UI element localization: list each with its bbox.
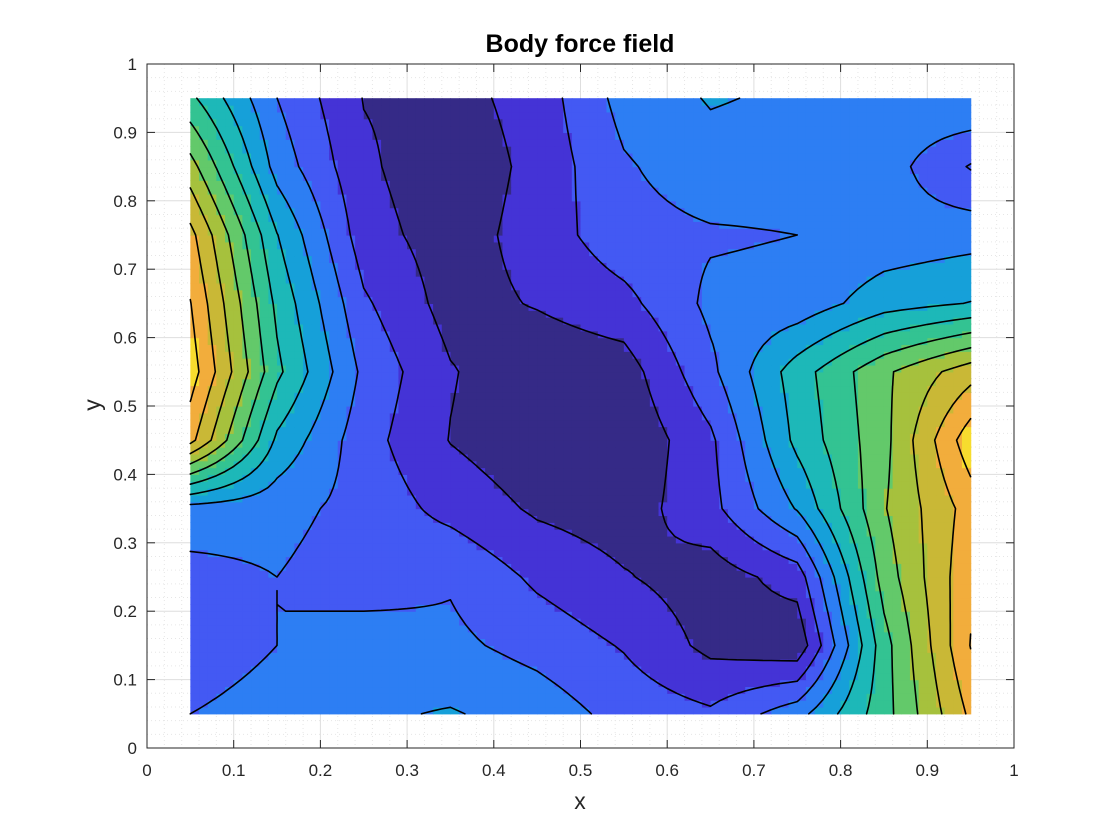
- y-tick-label: 0.1: [113, 671, 137, 690]
- contour-line: [189, 298, 972, 650]
- contour-line: [189, 97, 972, 715]
- contour-line: [189, 97, 972, 715]
- x-tick-label: 0: [142, 761, 151, 780]
- y-tick-label: 0.2: [113, 602, 137, 621]
- x-tick-label: 1: [1009, 761, 1018, 780]
- y-tick-label: 0.7: [113, 260, 137, 279]
- x-tick-label: 0.4: [482, 761, 506, 780]
- y-axis-label: y: [79, 399, 105, 411]
- contour-line: [361, 97, 809, 662]
- x-axis: 0 0.1 0.2 0.3 0.4 0.5 0.6 0.7 0.8 0.9 1: [142, 64, 1019, 780]
- contour-line: [189, 187, 972, 715]
- x-tick-label: 0.2: [309, 761, 333, 780]
- x-tick-label: 0.8: [829, 761, 853, 780]
- y-tick-label: 0.8: [113, 192, 137, 211]
- x-tick-label: 0.6: [655, 761, 679, 780]
- contour-line: [189, 222, 972, 715]
- x-tick-label: 0.5: [569, 761, 593, 780]
- contour-line: [189, 153, 972, 715]
- y-tick-label: 0.5: [113, 397, 137, 416]
- y-tick-label: 0.3: [113, 534, 137, 553]
- x-axis-label: x: [574, 788, 586, 814]
- contour-line: [318, 97, 972, 707]
- x-tick-label: 0.3: [395, 761, 419, 780]
- x-tick-label: 0.1: [222, 761, 246, 780]
- contour-fills: [190, 98, 972, 715]
- x-tick-label: 0.9: [915, 761, 939, 780]
- y-tick-label: 0.4: [113, 465, 137, 484]
- contour-line: [189, 97, 972, 715]
- contour-line: [189, 97, 972, 715]
- contour-lines: [189, 97, 972, 715]
- y-axis: 0 0.1 0.2 0.3 0.4 0.5 0.6 0.7 0.8 0.9 1: [113, 55, 1014, 758]
- chart-title: Body force field: [486, 30, 675, 58]
- y-tick-label: 1: [128, 55, 137, 74]
- y-tick-label: 0.9: [113, 123, 137, 142]
- contour-line: [189, 121, 972, 715]
- x-tick-label: 0.7: [742, 761, 766, 780]
- y-tick-label: 0: [128, 739, 137, 758]
- y-tick-label: 0.6: [113, 329, 137, 348]
